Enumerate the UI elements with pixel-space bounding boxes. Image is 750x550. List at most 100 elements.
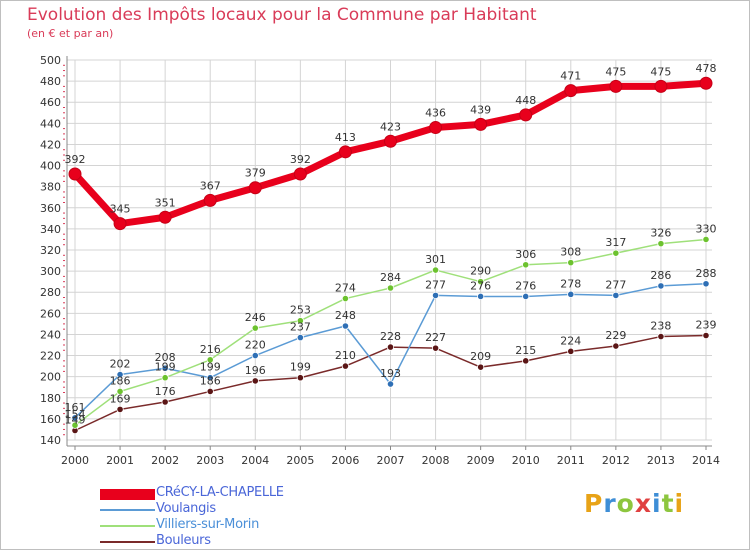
data-point — [251, 377, 259, 385]
data-label: 290 — [470, 265, 491, 278]
data-point — [567, 347, 575, 355]
data-point — [71, 414, 79, 422]
logo-letter: P — [584, 489, 604, 518]
data-point — [612, 342, 620, 350]
data-label: 224 — [560, 334, 581, 347]
data-point — [293, 167, 307, 181]
data-point — [161, 374, 169, 382]
data-label: 277 — [425, 278, 446, 291]
series-2 — [71, 235, 710, 429]
data-point — [384, 134, 397, 148]
data-point — [161, 364, 169, 372]
data-point — [474, 117, 488, 131]
data-label: 209 — [470, 350, 491, 363]
data-label: 208 — [155, 351, 176, 364]
x-tick-label: 2002 — [151, 454, 179, 467]
data-label: 392 — [290, 153, 311, 166]
y-tick-label: 160 — [40, 413, 61, 426]
data-point — [296, 317, 304, 325]
data-label: 317 — [605, 236, 626, 249]
y-tick-label: 280 — [40, 286, 61, 299]
x-tick-label: 2010 — [512, 454, 540, 467]
y-tick-label: 480 — [40, 75, 61, 88]
data-label: 161 — [65, 401, 86, 414]
data-label: 202 — [110, 358, 131, 371]
data-label: 288 — [696, 267, 717, 280]
x-tick-label: 2001 — [106, 454, 134, 467]
data-label: 277 — [605, 278, 626, 291]
data-point — [657, 332, 665, 341]
data-label: 176 — [155, 385, 176, 398]
proxiti-logo: Proxiti — [584, 489, 684, 518]
series-0 — [68, 76, 713, 231]
data-point — [431, 266, 440, 274]
data-point — [522, 357, 530, 365]
y-tick-label: 140 — [40, 434, 61, 447]
data-point — [158, 210, 172, 224]
y-tick-label: 460 — [40, 96, 61, 109]
data-label: 215 — [515, 344, 536, 357]
data-label: 471 — [560, 70, 581, 83]
data-point — [431, 291, 440, 299]
data-label: 274 — [335, 282, 356, 295]
data-point — [609, 79, 623, 93]
x-tick-label: 2012 — [602, 454, 630, 467]
legend-label: Bouleurs — [156, 533, 211, 548]
x-tick-label: 2014 — [692, 454, 720, 467]
data-label: 229 — [605, 329, 626, 342]
data-label: 210 — [335, 349, 356, 362]
data-point — [341, 294, 350, 303]
data-label: 228 — [380, 330, 401, 343]
logo-letter: x — [634, 489, 652, 518]
data-label: 306 — [515, 248, 536, 261]
data-label: 239 — [696, 319, 717, 332]
legend-label: Villiers-sur-Morin — [156, 517, 260, 532]
x-tick-label: 2000 — [61, 454, 89, 467]
data-point — [248, 181, 262, 195]
x-tick-label: 2008 — [422, 454, 450, 467]
data-point — [702, 235, 710, 244]
data-point — [612, 249, 620, 257]
data-label: 301 — [425, 253, 446, 266]
data-point — [116, 405, 124, 413]
data-label: 351 — [155, 196, 176, 209]
data-label: 238 — [650, 320, 671, 333]
y-tick-label: 440 — [40, 117, 61, 130]
data-point — [477, 292, 485, 301]
data-label: 345 — [110, 203, 131, 216]
series-3 — [71, 331, 710, 435]
logo-letter: i — [652, 489, 662, 518]
data-point — [296, 374, 304, 382]
data-label: 478 — [696, 62, 717, 75]
data-point — [206, 356, 214, 364]
data-label: 149 — [65, 414, 86, 427]
data-point — [386, 343, 395, 351]
data-point — [338, 145, 352, 159]
data-point — [386, 284, 395, 292]
data-point — [477, 278, 485, 286]
data-label: 330 — [696, 222, 717, 235]
legend-label: Voulangis — [156, 501, 216, 516]
data-label: 278 — [560, 277, 581, 290]
data-point — [206, 374, 214, 382]
legend-label: CRéCY-LA-CHAPELLE — [156, 485, 284, 500]
data-label: 196 — [245, 364, 266, 377]
data-label: 284 — [380, 271, 401, 284]
data-point — [522, 292, 530, 301]
y-tick-label: 380 — [40, 181, 61, 194]
x-tick-label: 2006 — [331, 454, 359, 467]
y-tick-label: 420 — [40, 138, 61, 151]
data-label: 237 — [290, 321, 311, 334]
data-point — [431, 344, 440, 352]
legend-swatch — [100, 525, 155, 527]
data-point — [341, 362, 350, 370]
data-label: 154 — [65, 408, 86, 421]
logo-letter: o — [616, 489, 635, 518]
data-point — [477, 363, 485, 371]
data-label: 199 — [155, 361, 176, 374]
y-tick-label: 340 — [40, 223, 61, 236]
data-label: 199 — [200, 361, 221, 374]
data-point — [296, 334, 304, 342]
data-point — [116, 370, 124, 379]
logo-letter: i — [674, 489, 685, 518]
